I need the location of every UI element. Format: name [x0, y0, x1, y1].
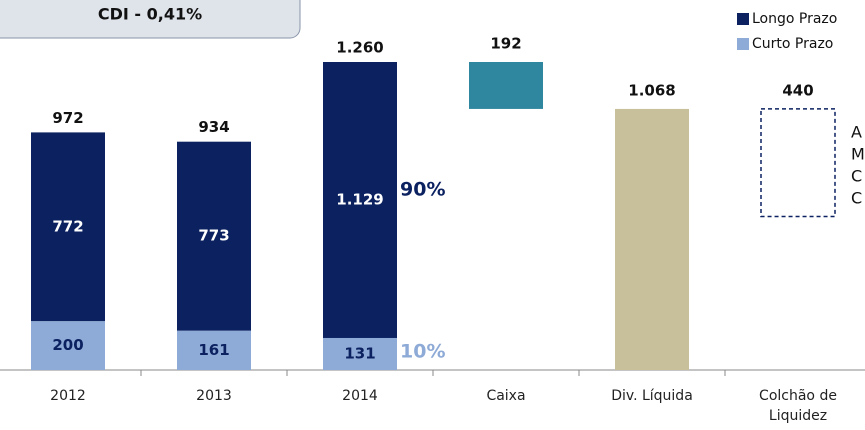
value-label: 192: [490, 35, 521, 53]
x-tick-label: Div. Líquida: [611, 388, 693, 404]
total-label: 1.260: [336, 39, 383, 57]
side-text: C: [851, 167, 862, 186]
value-label: 773: [198, 227, 229, 245]
x-tick-label: 2013: [196, 388, 232, 404]
legend-swatch: [737, 13, 749, 25]
side-text: A: [851, 123, 862, 142]
bar-segment: [323, 337, 397, 370]
value-label: 440: [782, 81, 813, 99]
header: CDI - 0,41%: [98, 5, 202, 24]
bar-segment: [31, 132, 105, 322]
bar-segment: [323, 62, 397, 338]
bridge-bar: [760, 108, 836, 218]
value-label: 131: [344, 344, 375, 362]
side-text: C: [851, 189, 862, 208]
value-label: 200: [52, 336, 83, 354]
side-text: M: [851, 145, 865, 164]
legend-label: Longo Prazo: [752, 11, 837, 27]
annotation: 10%: [400, 341, 445, 363]
x-tick-label: Colchão de Liquidez: [759, 388, 837, 424]
value-label: 1.068: [628, 81, 675, 99]
total-label: 972: [52, 109, 83, 127]
x-tick-label: 2012: [50, 388, 86, 404]
bridge-bar: [469, 62, 543, 109]
value-label: 1.129: [336, 190, 383, 208]
bridge-bar: [615, 108, 689, 370]
annotation: 90%: [400, 179, 445, 201]
value-label: 161: [198, 341, 229, 359]
total-label: 934: [198, 118, 229, 136]
bar-segment: [31, 321, 105, 370]
legend-label: Curto Prazo: [752, 36, 833, 52]
bar-segment: [177, 330, 251, 370]
legend-swatch: [737, 38, 749, 50]
value-label: 772: [52, 217, 83, 235]
bar-segment: [177, 141, 251, 331]
x-tick-label: Caixa: [486, 388, 526, 404]
header-box: [0, 0, 301, 39]
x-tick-label: 2014: [342, 388, 378, 404]
